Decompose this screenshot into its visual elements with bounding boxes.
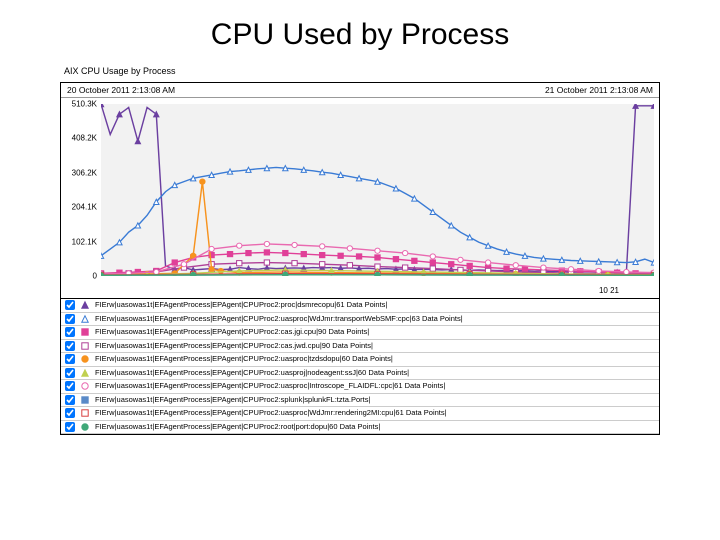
- legend-marker: [79, 354, 91, 364]
- legend-label: FIErw|uasowas1t|EFAgentProcess|EPAgent|C…: [95, 300, 387, 311]
- y-tick: 102.1K: [72, 237, 97, 246]
- legend: FIErw|uasowas1t|EFAgentProcess|EPAgent|C…: [61, 298, 659, 434]
- legend-checkbox[interactable]: [65, 422, 75, 432]
- legend-marker: [79, 408, 91, 418]
- legend-row: FIErw|uasowas1t|EFAgentProcess|EPAgent|C…: [61, 407, 659, 421]
- legend-row: FIErw|uasowas1t|EFAgentProcess|EPAgent|C…: [61, 353, 659, 367]
- legend-label: FIErw|uasowas1t|EFAgentProcess|EPAgent|C…: [95, 422, 380, 433]
- legend-row: FIErw|uasowas1t|EFAgentProcess|EPAgent|C…: [61, 313, 659, 327]
- x-axis-label: 10 21: [599, 286, 619, 295]
- legend-label: FIErw|uasowas1t|EFAgentProcess|EPAgent|C…: [95, 381, 445, 392]
- legend-marker: [79, 327, 91, 337]
- y-tick: 0: [93, 272, 97, 281]
- legend-label: FIErw|uasowas1t|EFAgentProcess|EPAgent|C…: [95, 368, 409, 379]
- legend-label: FIErw|uasowas1t|EFAgentProcess|EPAgent|C…: [95, 408, 447, 419]
- legend-checkbox[interactable]: [65, 327, 75, 337]
- legend-checkbox[interactable]: [65, 368, 75, 378]
- legend-marker: [79, 381, 91, 391]
- slide-title: CPU Used by Process: [0, 0, 720, 62]
- legend-marker: [79, 341, 91, 351]
- y-tick: 408.2K: [72, 134, 97, 143]
- time-start: 20 October 2011 2:13:08 AM: [67, 85, 175, 95]
- legend-label: FIErw|uasowas1t|EFAgentProcess|EPAgent|C…: [95, 354, 393, 365]
- legend-checkbox[interactable]: [65, 341, 75, 351]
- legend-checkbox[interactable]: [65, 314, 75, 324]
- y-axis: 0102.1K204.1K306.2K408.2K510.3K: [61, 104, 101, 276]
- y-tick: 510.3K: [72, 100, 97, 109]
- legend-row: FIErw|uasowas1t|EFAgentProcess|EPAgent|C…: [61, 367, 659, 381]
- legend-checkbox[interactable]: [65, 381, 75, 391]
- legend-row: FIErw|uasowas1t|EFAgentProcess|EPAgent|C…: [61, 380, 659, 394]
- legend-checkbox[interactable]: [65, 300, 75, 310]
- y-tick: 306.2K: [72, 168, 97, 177]
- chart-subtitle: AIX CPU Usage by Process: [64, 66, 660, 76]
- legend-row: FIErw|uasowas1t|EFAgentProcess|EPAgent|C…: [61, 299, 659, 313]
- legend-row: FIErw|uasowas1t|EFAgentProcess|EPAgent|C…: [61, 340, 659, 354]
- legend-row: FIErw|uasowas1t|EFAgentProcess|EPAgent|C…: [61, 326, 659, 340]
- legend-marker: [79, 368, 91, 378]
- legend-label: FIErw|uasowas1t|EFAgentProcess|EPAgent|C…: [95, 341, 373, 352]
- time-header: 20 October 2011 2:13:08 AM 21 October 20…: [61, 83, 659, 98]
- legend-checkbox[interactable]: [65, 354, 75, 364]
- legend-row: FIErw|uasowas1t|EFAgentProcess|EPAgent|C…: [61, 421, 659, 435]
- legend-label: FIErw|uasowas1t|EFAgentProcess|EPAgent|C…: [95, 395, 370, 406]
- legend-marker: [79, 422, 91, 432]
- legend-row: FIErw|uasowas1t|EFAgentProcess|EPAgent|C…: [61, 394, 659, 408]
- legend-label: FIErw|uasowas1t|EFAgentProcess|EPAgent|C…: [95, 314, 463, 325]
- plot-area: 0 102.1K 204.1K 306.2K 408.2K 510.3K 10 21: [61, 98, 659, 298]
- time-end: 21 October 2011 2:13:08 AM: [545, 85, 653, 95]
- y-tick: 204.1K: [72, 203, 97, 212]
- legend-marker: [79, 395, 91, 405]
- legend-checkbox[interactable]: [65, 408, 75, 418]
- legend-checkbox[interactable]: [65, 395, 75, 405]
- chart-panel: AIX CPU Usage by Process 20 October 2011…: [60, 66, 660, 435]
- line-chart: [101, 104, 654, 276]
- chart-frame: 20 October 2011 2:13:08 AM 21 October 20…: [60, 82, 660, 435]
- legend-label: FIErw|uasowas1t|EFAgentProcess|EPAgent|C…: [95, 327, 369, 338]
- legend-marker: [79, 300, 91, 310]
- legend-marker: [79, 314, 91, 324]
